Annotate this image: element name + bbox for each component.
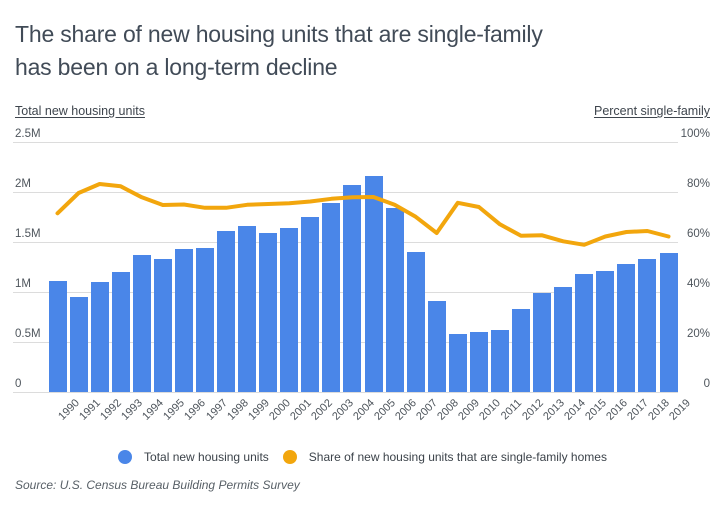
gridline bbox=[13, 142, 678, 143]
x-axis-label-2010: 2010 bbox=[477, 397, 504, 423]
bar-1993[interactable] bbox=[111, 272, 130, 392]
bar-1999[interactable] bbox=[238, 226, 257, 392]
left-axis-tick: 1.5M bbox=[15, 228, 41, 240]
bar-2006[interactable] bbox=[385, 208, 404, 392]
x-axis-label-2018: 2018 bbox=[646, 397, 672, 423]
x-axis-label-2001: 2001 bbox=[287, 397, 314, 423]
bar-2017[interactable] bbox=[617, 264, 636, 392]
x-axis-label-2015: 2015 bbox=[582, 397, 609, 423]
x-axis-label-1993: 1993 bbox=[119, 397, 146, 423]
chart-title: The share of new housing units that are … bbox=[15, 18, 695, 84]
legend-dot-icon bbox=[282, 450, 297, 464]
bar-2003[interactable] bbox=[322, 203, 341, 392]
bar-2000[interactable] bbox=[259, 233, 278, 392]
bar-2010[interactable] bbox=[469, 332, 488, 392]
bar-1992[interactable] bbox=[90, 282, 109, 392]
x-axis-label-2013: 2013 bbox=[540, 397, 567, 423]
bar-2014[interactable] bbox=[554, 287, 573, 392]
right-axis-tick: 80% bbox=[686, 178, 710, 190]
bar-1991[interactable] bbox=[69, 297, 88, 392]
line-series-path bbox=[55, 182, 671, 247]
bar-2008[interactable] bbox=[427, 301, 446, 392]
legend-label: Total new housing units bbox=[144, 450, 269, 464]
right-axis-tick: 60% bbox=[686, 228, 710, 240]
x-axis-label-2002: 2002 bbox=[309, 397, 335, 423]
source-note: Source: U.S. Census Bureau Building Perm… bbox=[15, 478, 300, 492]
left-axis-tick: 2.5M bbox=[15, 128, 41, 140]
x-axis-label-2000: 2000 bbox=[266, 397, 293, 423]
x-axis-label-1997: 1997 bbox=[203, 397, 230, 423]
legend: Total new housing units Share of new hous… bbox=[0, 450, 725, 464]
x-axis-label-1994: 1994 bbox=[140, 397, 167, 423]
x-axis-label-2005: 2005 bbox=[372, 397, 399, 423]
bar-2005[interactable] bbox=[364, 176, 383, 392]
x-axis-label-2008: 2008 bbox=[435, 397, 462, 423]
x-axis-label-2017: 2017 bbox=[625, 397, 651, 423]
bar-2016[interactable] bbox=[596, 271, 615, 392]
x-axis-label-2004: 2004 bbox=[351, 397, 377, 423]
bar-2018[interactable] bbox=[638, 259, 657, 392]
bar-1994[interactable] bbox=[132, 255, 151, 392]
x-axis-label-1995: 1995 bbox=[161, 397, 188, 423]
legend-label: Share of new housing units that are sing… bbox=[308, 450, 607, 464]
bar-2009[interactable] bbox=[448, 334, 467, 392]
bar-2015[interactable] bbox=[575, 274, 594, 392]
bar-2002[interactable] bbox=[301, 217, 320, 392]
x-axis-label-1991: 1991 bbox=[77, 397, 104, 423]
bar-1996[interactable] bbox=[174, 249, 193, 392]
right-axis-tick: 20% bbox=[686, 328, 710, 340]
legend-dot-icon bbox=[118, 450, 133, 464]
bar-1995[interactable] bbox=[153, 259, 172, 392]
x-axis-label-2019: 2019 bbox=[667, 397, 694, 423]
right-axis-tick: 0 bbox=[703, 378, 710, 390]
x-axis-label-2011: 2011 bbox=[499, 397, 525, 423]
bar-2013[interactable] bbox=[533, 293, 552, 392]
x-axis-label-2012: 2012 bbox=[519, 397, 546, 423]
bar-2012[interactable] bbox=[512, 309, 531, 392]
left-axis-tick: 2M bbox=[15, 178, 31, 190]
x-axis-label-2003: 2003 bbox=[330, 397, 356, 423]
bar-2007[interactable] bbox=[406, 252, 425, 392]
right-axis-title: Percent single-family bbox=[593, 104, 710, 118]
bar-1998[interactable] bbox=[217, 231, 236, 392]
bar-2004[interactable] bbox=[343, 185, 362, 392]
right-axis-tick: 100% bbox=[680, 128, 710, 140]
left-axis-tick: 1M bbox=[15, 278, 31, 290]
x-axis-label-1992: 1992 bbox=[98, 397, 125, 423]
left-axis-title: Total new housing units bbox=[15, 104, 145, 118]
chart-title-line2: has been on a long-term decline bbox=[15, 54, 338, 80]
x-axis-label-2016: 2016 bbox=[603, 397, 630, 423]
right-axis-tick: 40% bbox=[686, 278, 710, 290]
gridline bbox=[13, 392, 678, 393]
chart-title-line1: The share of new housing units that are … bbox=[15, 21, 543, 47]
bar-2011[interactable] bbox=[490, 330, 509, 392]
legend-item-line: Share of new housing units that are sing… bbox=[282, 450, 607, 464]
left-axis-tick: 0.5M bbox=[15, 328, 41, 340]
x-axis-label-2006: 2006 bbox=[393, 397, 420, 423]
x-axis-label-1990: 1990 bbox=[56, 397, 82, 423]
bar-1997[interactable] bbox=[195, 248, 214, 392]
x-axis-label-1999: 1999 bbox=[245, 397, 272, 423]
bar-2019[interactable] bbox=[659, 253, 678, 392]
bar-1990[interactable] bbox=[48, 281, 67, 392]
x-axis-label-2009: 2009 bbox=[456, 397, 483, 423]
legend-item-bars: Total new housing units bbox=[118, 450, 269, 464]
left-axis-tick: 0 bbox=[15, 378, 22, 390]
x-axis-label-1996: 1996 bbox=[182, 397, 209, 423]
x-axis-label-2007: 2007 bbox=[414, 397, 441, 423]
x-axis-label-1998: 1998 bbox=[224, 397, 251, 423]
bar-2001[interactable] bbox=[280, 228, 299, 392]
x-axis-label-2014: 2014 bbox=[561, 397, 588, 423]
